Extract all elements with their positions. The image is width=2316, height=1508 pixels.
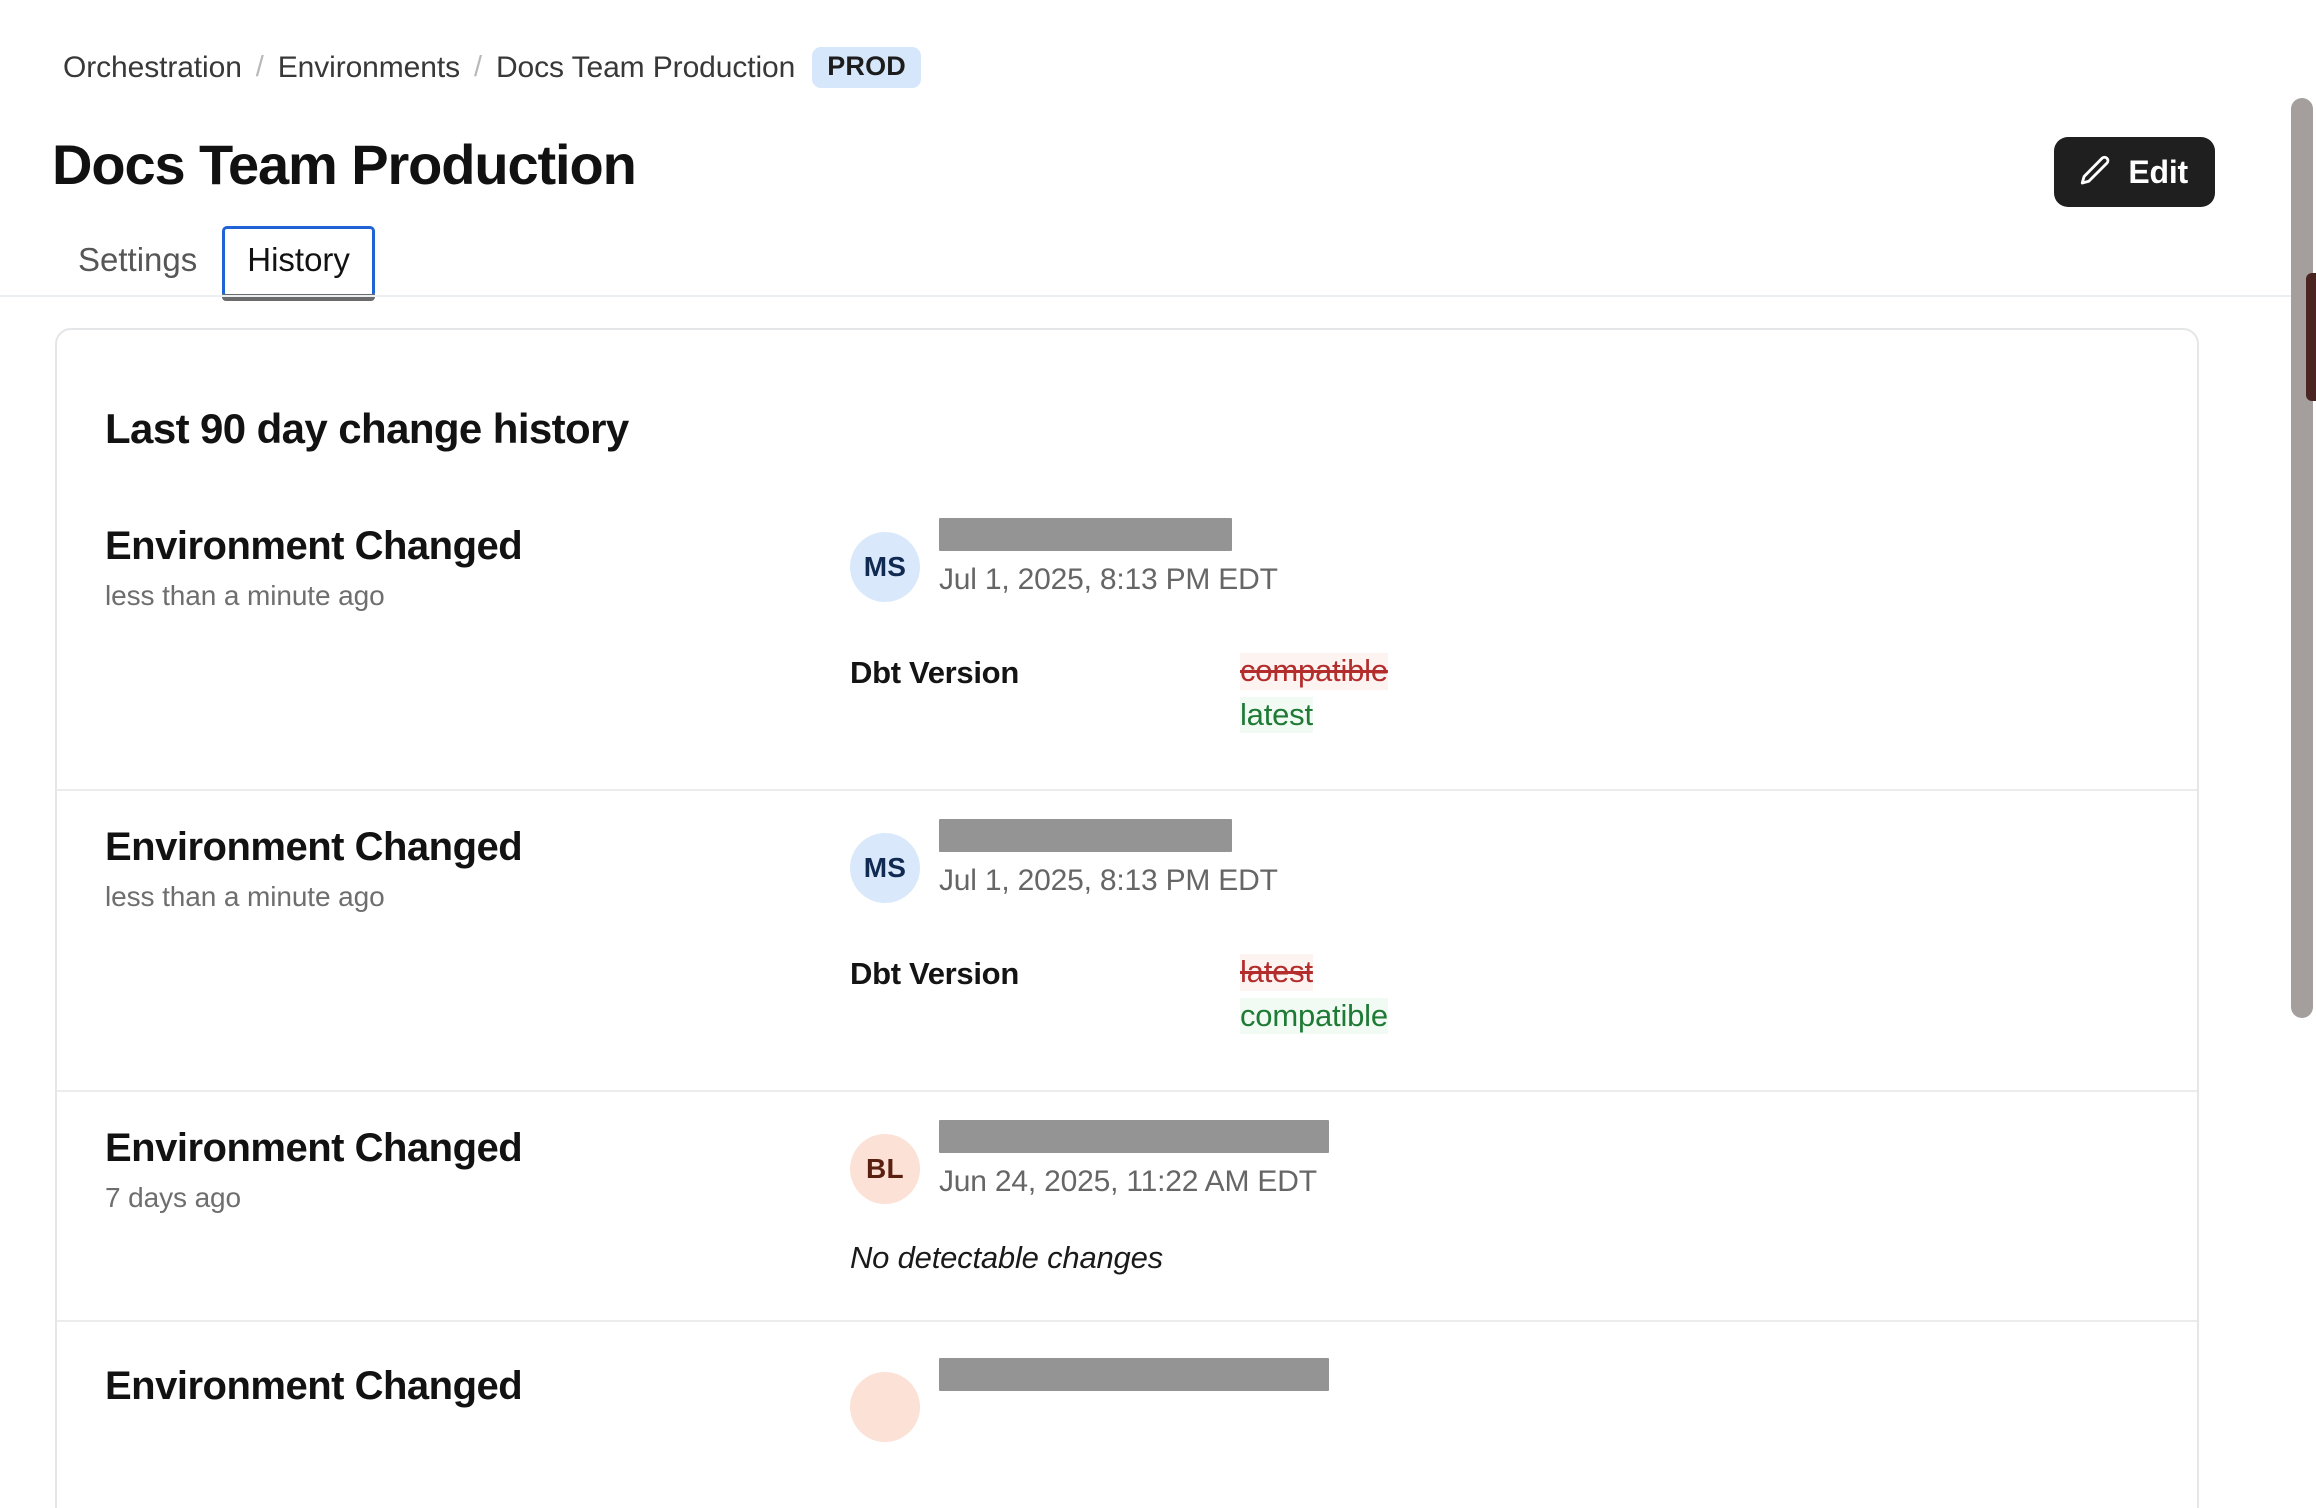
no-detectable-changes-text: No detectable changes [850, 1240, 1163, 1276]
page-scrollbar[interactable] [2291, 0, 2313, 1508]
history-entry-heading: Environment Changed [105, 1364, 523, 1409]
card-title: Last 90 day change history [105, 405, 629, 452]
history-entry: Environment Changed [57, 1320, 2197, 1498]
history-entry-actor: MS Jul 1, 2025, 8:13 PM EDT [850, 819, 2153, 904]
history-list: Environment Changed less than a minute a… [57, 490, 2197, 1498]
redacted-actor-name [939, 1358, 1329, 1392]
history-entry-details: BL Jun 24, 2025, 11:22 AM EDT No detecta… [850, 1120, 2153, 1276]
breadcrumb: Orchestration / Environments / Docs Team… [63, 47, 922, 88]
history-entry: Environment Changed less than a minute a… [57, 490, 2197, 789]
redacted-actor-name [939, 1120, 1329, 1154]
tab-bar: Settings History [53, 226, 375, 301]
history-entry-heading: Environment Changed [105, 825, 523, 870]
page-scrollbar-thumb[interactable] [2291, 98, 2313, 1018]
change-new-value: latest [1240, 696, 1313, 734]
history-card: Last 90 day change history Environment C… [55, 328, 2199, 1508]
change-field-label: Dbt Version [850, 655, 1019, 690]
edit-button-label: Edit [2128, 153, 2188, 190]
breadcrumb-item-environments[interactable]: Environments [277, 50, 460, 84]
history-entry-timestamp: Jun 24, 2025, 11:22 AM EDT [939, 1165, 1317, 1199]
edit-button[interactable]: Edit [2054, 137, 2215, 207]
page-title: Docs Team Production [52, 133, 637, 196]
avatar [850, 1372, 920, 1443]
history-entry-actor: MS Jul 1, 2025, 8:13 PM EDT [850, 518, 2153, 602]
history-entry: Environment Changed less than a minute a… [57, 789, 2197, 1090]
breadcrumb-item-current: Docs Team Production [495, 50, 796, 84]
tab-settings[interactable]: Settings [53, 226, 222, 298]
history-entry-summary: Environment Changed less than a minute a… [105, 518, 850, 733]
history-entry-summary: Environment Changed [105, 1358, 850, 1442]
change-row: Dbt Version compatible latest [850, 653, 2153, 734]
change-new-value: compatible [1240, 997, 1388, 1035]
breadcrumb-separator: / [473, 51, 482, 83]
history-entry-actor: BL Jun 24, 2025, 11:22 AM EDT [850, 1120, 2153, 1205]
history-entry-summary: Environment Changed 7 days ago [105, 1120, 850, 1276]
history-entry-relative-time: less than a minute ago [105, 579, 385, 611]
tab-history[interactable]: History [222, 226, 375, 301]
history-entry-details: MS Jul 1, 2025, 8:13 PM EDT Dbt Version … [850, 518, 2153, 734]
history-entry-details [850, 1358, 2153, 1443]
history-entry-actor [850, 1358, 2153, 1443]
history-entry: Environment Changed 7 days ago BL Jun 24… [57, 1090, 2197, 1320]
breadcrumb-item-orchestration[interactable]: Orchestration [63, 50, 242, 84]
change-values: compatible latest [1240, 653, 2153, 734]
change-row: Dbt Version latest compatible [850, 954, 2153, 1035]
redacted-actor-name [939, 518, 1232, 551]
avatar: MS [850, 833, 920, 904]
avatar: BL [850, 1134, 920, 1205]
change-values: latest compatible [1240, 954, 2153, 1035]
environment-type-badge: PROD [812, 47, 922, 88]
redacted-actor-name [939, 819, 1232, 853]
change-old-value: compatible [1240, 653, 1388, 690]
history-entry-timestamp: Jul 1, 2025, 8:13 PM EDT [939, 563, 1278, 596]
avatar: MS [850, 532, 920, 602]
history-entry-relative-time: 7 days ago [105, 1182, 241, 1214]
history-entry-details: MS Jul 1, 2025, 8:13 PM EDT Dbt Version … [850, 819, 2153, 1035]
history-entry-relative-time: less than a minute ago [105, 880, 385, 912]
history-entry-heading: Environment Changed [105, 1126, 523, 1171]
pencil-icon [2078, 154, 2112, 191]
change-old-value: latest [1240, 954, 1313, 991]
tab-bar-divider [0, 295, 2316, 297]
change-field-label: Dbt Version [850, 956, 1019, 992]
history-entry-summary: Environment Changed less than a minute a… [105, 819, 850, 1034]
history-entry-heading: Environment Changed [105, 524, 523, 568]
history-entry-timestamp: Jul 1, 2025, 8:13 PM EDT [939, 864, 1278, 898]
secondary-scrollbar-thumb[interactable] [2306, 273, 2316, 401]
breadcrumb-separator: / [255, 51, 264, 83]
